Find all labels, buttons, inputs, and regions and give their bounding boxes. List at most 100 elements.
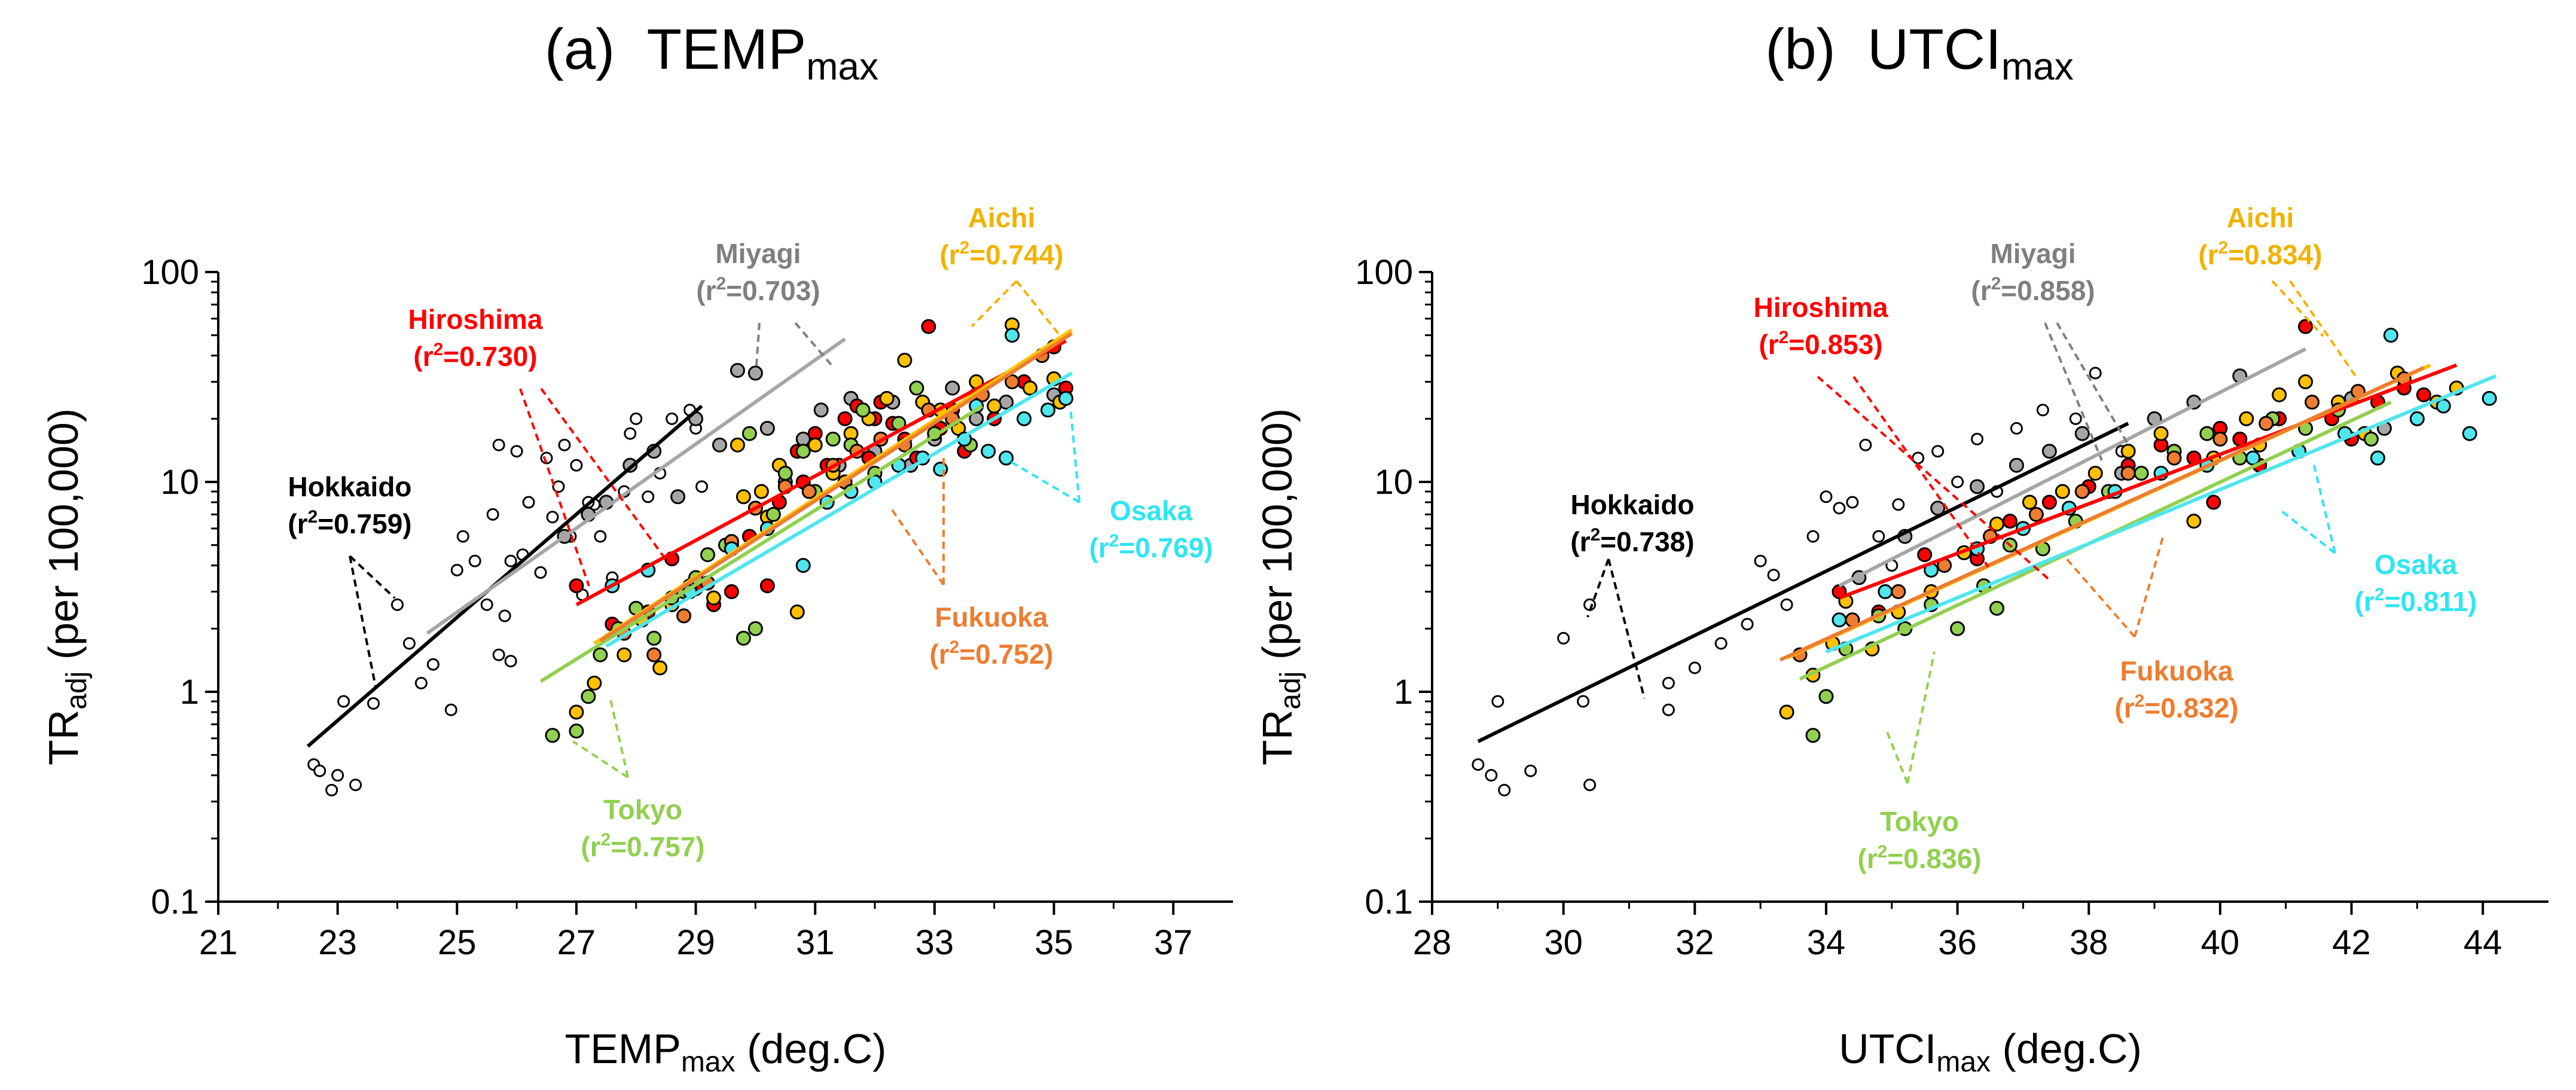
data-point-hiroshima	[759, 578, 775, 594]
data-point-hiroshima	[569, 578, 584, 594]
data-point-hokkaido	[1472, 758, 1485, 771]
data-point-hiroshima	[1917, 547, 1933, 563]
data-point-hokkaido	[1872, 530, 1885, 543]
x-tick-label: 38	[2070, 923, 2108, 962]
data-point-hokkaido	[1583, 778, 1597, 792]
leader-line-aichi	[1015, 280, 1060, 335]
r2-label-tokyo: (r2=0.836)	[1857, 842, 1981, 874]
x-tick-label: 33	[915, 923, 954, 962]
leader-line-osaka	[2313, 465, 2336, 554]
leader-line-tokyo	[1885, 730, 1909, 784]
data-point-hokkaido	[594, 530, 607, 543]
r2-label-hiroshima: (r2=0.730)	[413, 340, 537, 372]
data-point-hokkaido	[480, 598, 493, 611]
data-point-fukuoka	[2074, 484, 2090, 499]
data-point-hokkaido	[510, 445, 523, 458]
data-point-hokkaido	[444, 703, 457, 716]
x-tick-label: 36	[1938, 923, 1977, 962]
chart-title: (b) UTCImax	[1765, 17, 2074, 88]
y-axis-label: TRadj (per 100,000)	[1254, 408, 1307, 765]
r2-label-fukuoka: (r2=0.832)	[2114, 691, 2238, 723]
data-point-osaka	[933, 462, 948, 477]
x-tick-label: 21	[199, 923, 238, 962]
data-point-hiroshima	[921, 319, 936, 334]
data-point-tokyo	[545, 728, 560, 743]
data-point-hokkaido	[522, 496, 535, 509]
data-point-tokyo	[700, 547, 716, 563]
data-point-aichi	[2022, 494, 2037, 510]
leader-line-fukuoka	[2063, 555, 2136, 638]
regression-line-osaka	[1825, 374, 2497, 654]
data-point-hokkaido	[1498, 783, 1511, 796]
data-point-hokkaido	[504, 554, 517, 567]
series-label-osaka: Osaka	[2374, 549, 2458, 580]
x-tick-label: 42	[2332, 923, 2371, 962]
annotations: Hokkaido (r2=0.738) Miyagi (r2=0.858) Hirosh…	[1570, 202, 2477, 874]
data-point-osaka	[999, 450, 1014, 466]
data-point-fukuoka	[2028, 506, 2044, 522]
data-point-fukuoka	[646, 647, 662, 662]
regression-line-miyagi	[1838, 347, 2307, 588]
series-label-fukuoka: Fukuoka	[935, 602, 1048, 633]
leader-line-tokyo	[1906, 651, 1936, 784]
data-point-hokkaido	[468, 554, 481, 567]
data-point-hiroshima	[2298, 319, 2313, 334]
r2-label-hokkaido: (r2=0.759)	[288, 507, 411, 539]
data-point-hiroshima	[724, 584, 739, 600]
data-point-osaka	[1040, 402, 1056, 418]
data-point-hokkaido	[1491, 695, 1504, 708]
data-point-hokkaido	[450, 563, 463, 576]
x-tick-label: 44	[2464, 923, 2502, 962]
leader-line-osaka	[1009, 460, 1081, 503]
data-point-tokyo	[581, 689, 596, 704]
y-tick-label: 10	[160, 463, 199, 502]
leader-line-hokkaido	[1607, 558, 1646, 699]
leader-line-osaka	[1069, 406, 1081, 503]
data-point-hokkaido	[325, 783, 338, 796]
data-point-hokkaido	[666, 412, 679, 425]
data-point-fukuoka	[1005, 374, 1020, 390]
data-point-hokkaido	[1931, 445, 1945, 458]
data-point-hokkaido	[1688, 661, 1701, 674]
data-point-tokyo	[1818, 689, 1834, 704]
data-point-hokkaido	[558, 438, 571, 451]
data-point-hokkaido	[1767, 569, 1780, 582]
data-point-hokkaido	[492, 648, 505, 661]
leader-line-aichi	[2271, 280, 2324, 337]
data-point-osaka	[2409, 411, 2425, 426]
data-point-hokkaido	[367, 697, 380, 710]
leader-line-hokkaido	[1586, 558, 1610, 618]
data-point-hokkaido	[2010, 422, 2023, 435]
series-label-miyagi: Miyagi	[715, 238, 801, 269]
data-point-tokyo	[569, 723, 584, 739]
data-points	[307, 317, 1073, 796]
x-tick-label: 30	[1544, 923, 1583, 962]
data-point-aichi	[2298, 374, 2313, 390]
data-point-hokkaido	[1971, 432, 1984, 445]
data-point-tokyo	[2363, 431, 2379, 447]
data-point-hokkaido	[540, 451, 553, 465]
data-point-hokkaido	[1662, 676, 1675, 689]
data-point-miyagi	[1970, 479, 1985, 494]
data-point-hokkaido	[552, 480, 565, 493]
data-point-fukuoka	[2166, 450, 2182, 466]
r2-label-miyagi: (r2=0.858)	[1971, 274, 2095, 306]
data-point-tokyo	[741, 426, 757, 441]
leader-line-hokkaido	[349, 555, 396, 599]
r2-label-miyagi: (r2=0.703)	[696, 274, 820, 306]
series-label-aichi: Aichi	[2227, 202, 2294, 233]
data-point-hokkaido	[1951, 475, 1964, 488]
data-point-fukuoka	[2258, 416, 2274, 431]
data-point-aichi	[587, 675, 602, 691]
chart-panel-b: (b) UTCImax 0.1 1 10 100 28 30 32 34 36 38 40 42 44 UT…	[1254, 17, 2548, 1078]
leader-line-hiroshima	[519, 388, 590, 587]
data-point-fukuoka	[801, 484, 817, 499]
r2-label-fukuoka: (r2=0.752)	[929, 637, 1053, 670]
x-tick-label: 29	[676, 923, 715, 962]
leader-line-tokyo	[572, 740, 629, 778]
data-point-tokyo	[735, 630, 751, 646]
data-point-tokyo	[777, 465, 793, 481]
data-point-miyagi	[712, 437, 728, 453]
leader-line-hiroshima	[1852, 375, 1989, 568]
regression-line-miyagi	[426, 337, 846, 635]
